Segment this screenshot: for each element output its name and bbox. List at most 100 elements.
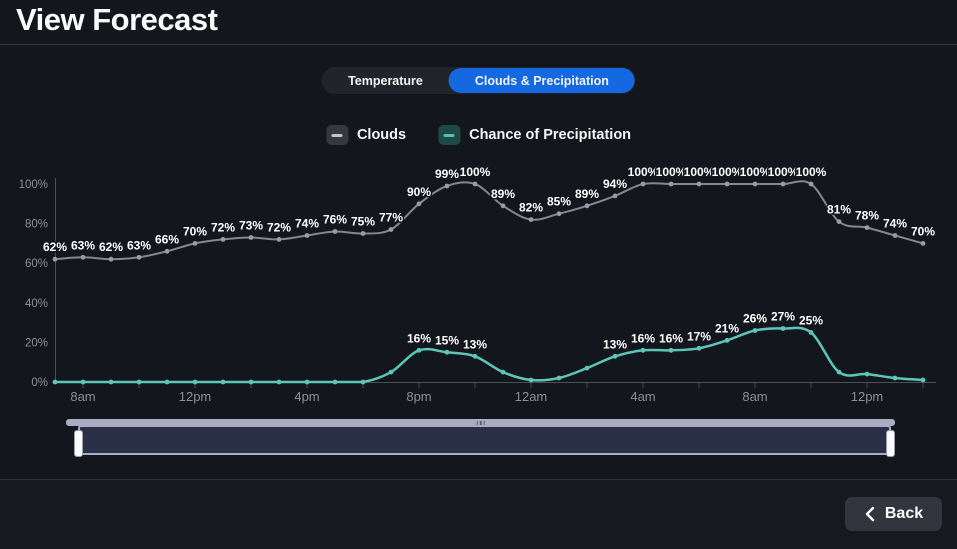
precipitation-data-label: 16%: [659, 331, 683, 345]
precipitation-point[interactable]: [808, 330, 814, 335]
clouds-point[interactable]: [304, 233, 310, 238]
clouds-point[interactable]: [360, 231, 366, 236]
clouds-point[interactable]: [192, 241, 198, 246]
precipitation-point[interactable]: [276, 379, 282, 385]
clouds-point[interactable]: [584, 203, 590, 209]
precipitation-point[interactable]: [584, 365, 590, 371]
precipitation-point[interactable]: [304, 379, 310, 385]
clouds-point[interactable]: [388, 227, 394, 232]
clouds-data-label: 62%: [43, 240, 67, 254]
back-button[interactable]: Back: [845, 497, 942, 531]
footer-divider: [0, 479, 957, 480]
precipitation-data-label: 13%: [463, 337, 487, 351]
precipitation-point[interactable]: [444, 349, 450, 355]
precipitation-point[interactable]: [892, 375, 898, 381]
clouds-data-label: 90%: [407, 185, 431, 199]
precipitation-point[interactable]: [668, 347, 674, 353]
clouds-point[interactable]: [864, 225, 870, 231]
clouds-point[interactable]: [164, 248, 170, 254]
clouds-point[interactable]: [724, 181, 730, 187]
forecast-chart[interactable]: 0% 20% 40% 60% 80% 100% 8am 12pm 4pm 8pm 12am 4am 8a…: [0, 155, 957, 417]
clouds-point[interactable]: [668, 181, 674, 187]
precipitation-point[interactable]: [220, 379, 226, 385]
precipitation-point[interactable]: [696, 345, 702, 351]
precipitation-point[interactable]: [164, 379, 170, 385]
clouds-point[interactable]: [276, 237, 282, 242]
clouds-point[interactable]: [892, 233, 898, 238]
clouds-point[interactable]: [528, 217, 534, 223]
precipitation-point[interactable]: [752, 328, 758, 333]
precipitation-point[interactable]: [528, 377, 534, 383]
precipitation-point[interactable]: [780, 326, 786, 331]
clouds-data-label: 100%: [684, 165, 715, 179]
precipitation-data-label: 27%: [771, 310, 795, 324]
precipitation-point[interactable]: [416, 347, 422, 353]
clouds-point[interactable]: [52, 256, 58, 262]
precipitation-point[interactable]: [724, 338, 730, 343]
clouds-data-label: 72%: [267, 220, 291, 234]
y-axis-label: 60%: [25, 258, 48, 270]
precipitation-point[interactable]: [332, 379, 338, 385]
clouds-point[interactable]: [136, 254, 142, 260]
clouds-data-label: 81%: [827, 203, 851, 217]
precipitation-point[interactable]: [192, 379, 198, 385]
precipitation-point[interactable]: [108, 379, 114, 385]
navigator-left-handle[interactable]: [74, 430, 83, 457]
clouds-point[interactable]: [332, 229, 338, 234]
legend-item-precipitation[interactable]: Chance of Precipitation: [438, 125, 631, 145]
precipitation-point[interactable]: [136, 379, 142, 385]
precipitation-point[interactable]: [500, 369, 506, 375]
navigator-selected-range[interactable]: [78, 425, 891, 455]
x-axis-label: 8pm: [406, 389, 431, 404]
precipitation-data-label: 17%: [687, 329, 711, 343]
clouds-point[interactable]: [612, 193, 618, 199]
clouds-point[interactable]: [640, 181, 646, 187]
clouds-data-label: 100%: [768, 165, 799, 179]
clouds-point[interactable]: [780, 181, 786, 187]
tab-clouds-precipitation[interactable]: Clouds & Precipitation: [448, 68, 635, 93]
x-axis-label: 8am: [742, 389, 767, 404]
precipitation-line: [55, 326, 924, 384]
clouds-point[interactable]: [836, 219, 842, 225]
precipitation-point[interactable]: [836, 369, 842, 375]
precipitation-point[interactable]: [472, 353, 478, 359]
precipitation-data-label: 21%: [715, 321, 739, 335]
legend-item-clouds[interactable]: Clouds: [325, 125, 407, 145]
clouds-data-label: 75%: [351, 215, 375, 229]
navigator-right-handle[interactable]: [886, 430, 895, 457]
clouds-data-label: 78%: [855, 209, 879, 223]
precipitation-point[interactable]: [864, 371, 870, 377]
tab-temperature[interactable]: Temperature: [322, 68, 449, 93]
precipitation-point[interactable]: [248, 379, 254, 385]
y-axis-label: 100%: [19, 179, 48, 191]
precipitation-point[interactable]: [80, 379, 86, 385]
clouds-point[interactable]: [696, 181, 702, 187]
clouds-point[interactable]: [500, 203, 506, 209]
precipitation-point[interactable]: [360, 379, 366, 385]
precipitation-data-label: 16%: [407, 331, 431, 345]
clouds-point[interactable]: [80, 254, 86, 260]
chart-range-navigator: [66, 419, 895, 458]
clouds-data-label: 77%: [379, 211, 403, 225]
clouds-point[interactable]: [556, 211, 562, 217]
clouds-point[interactable]: [220, 237, 226, 242]
precipitation-point[interactable]: [920, 377, 926, 383]
precipitation-point[interactable]: [612, 353, 618, 359]
clouds-point[interactable]: [416, 201, 422, 207]
legend-label-clouds: Clouds: [356, 127, 407, 143]
clouds-point[interactable]: [108, 256, 114, 262]
clouds-data-label: 74%: [295, 217, 319, 231]
navigator-scrollbar[interactable]: [66, 419, 895, 426]
clouds-point[interactable]: [920, 241, 926, 246]
clouds-point[interactable]: [444, 183, 450, 189]
precipitation-point[interactable]: [388, 369, 394, 375]
precipitation-point[interactable]: [52, 379, 58, 385]
y-axis-label: 0%: [31, 377, 48, 389]
page-title: View Forecast: [16, 2, 218, 37]
precipitation-point[interactable]: [640, 347, 646, 353]
clouds-point[interactable]: [248, 235, 254, 240]
clouds-point[interactable]: [752, 181, 758, 187]
precipitation-point[interactable]: [556, 375, 562, 381]
clouds-point[interactable]: [472, 181, 478, 187]
clouds-point[interactable]: [808, 181, 814, 187]
